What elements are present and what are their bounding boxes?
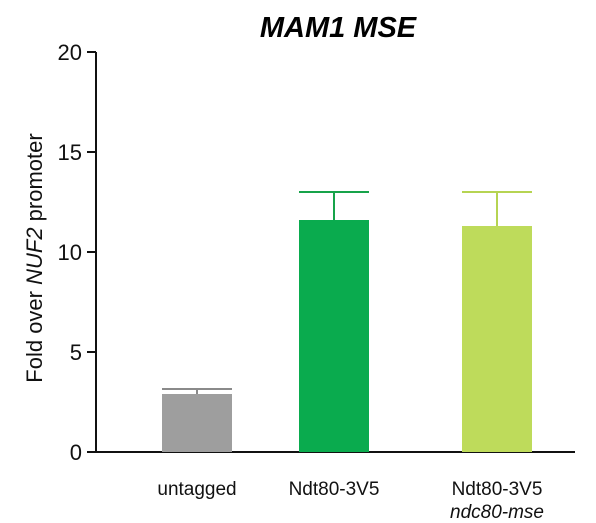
x-tick-label: Ndt80-3V5	[452, 479, 543, 500]
bar	[462, 226, 532, 452]
bar	[299, 220, 369, 452]
y-ticks: 0 5 10 15 20	[58, 40, 96, 465]
y-tick-label: 10	[58, 240, 82, 265]
x-tick-label: Ndt80-3V5	[289, 479, 380, 500]
bars	[162, 220, 532, 452]
y-tick-label: 15	[58, 140, 82, 165]
x-tick-label: untagged	[157, 479, 236, 500]
y-tick-label: 5	[70, 340, 82, 365]
error-bars	[162, 191, 532, 394]
y-tick-label: 20	[58, 40, 82, 65]
bar	[162, 394, 232, 452]
y-axis-label: Fold over NUF2 promoter	[22, 133, 47, 382]
x-tick-label-line2: ndc80-mse	[450, 502, 544, 523]
chart-title: MAM1 MSE	[260, 12, 418, 44]
y-tick-label: 0	[70, 440, 82, 465]
